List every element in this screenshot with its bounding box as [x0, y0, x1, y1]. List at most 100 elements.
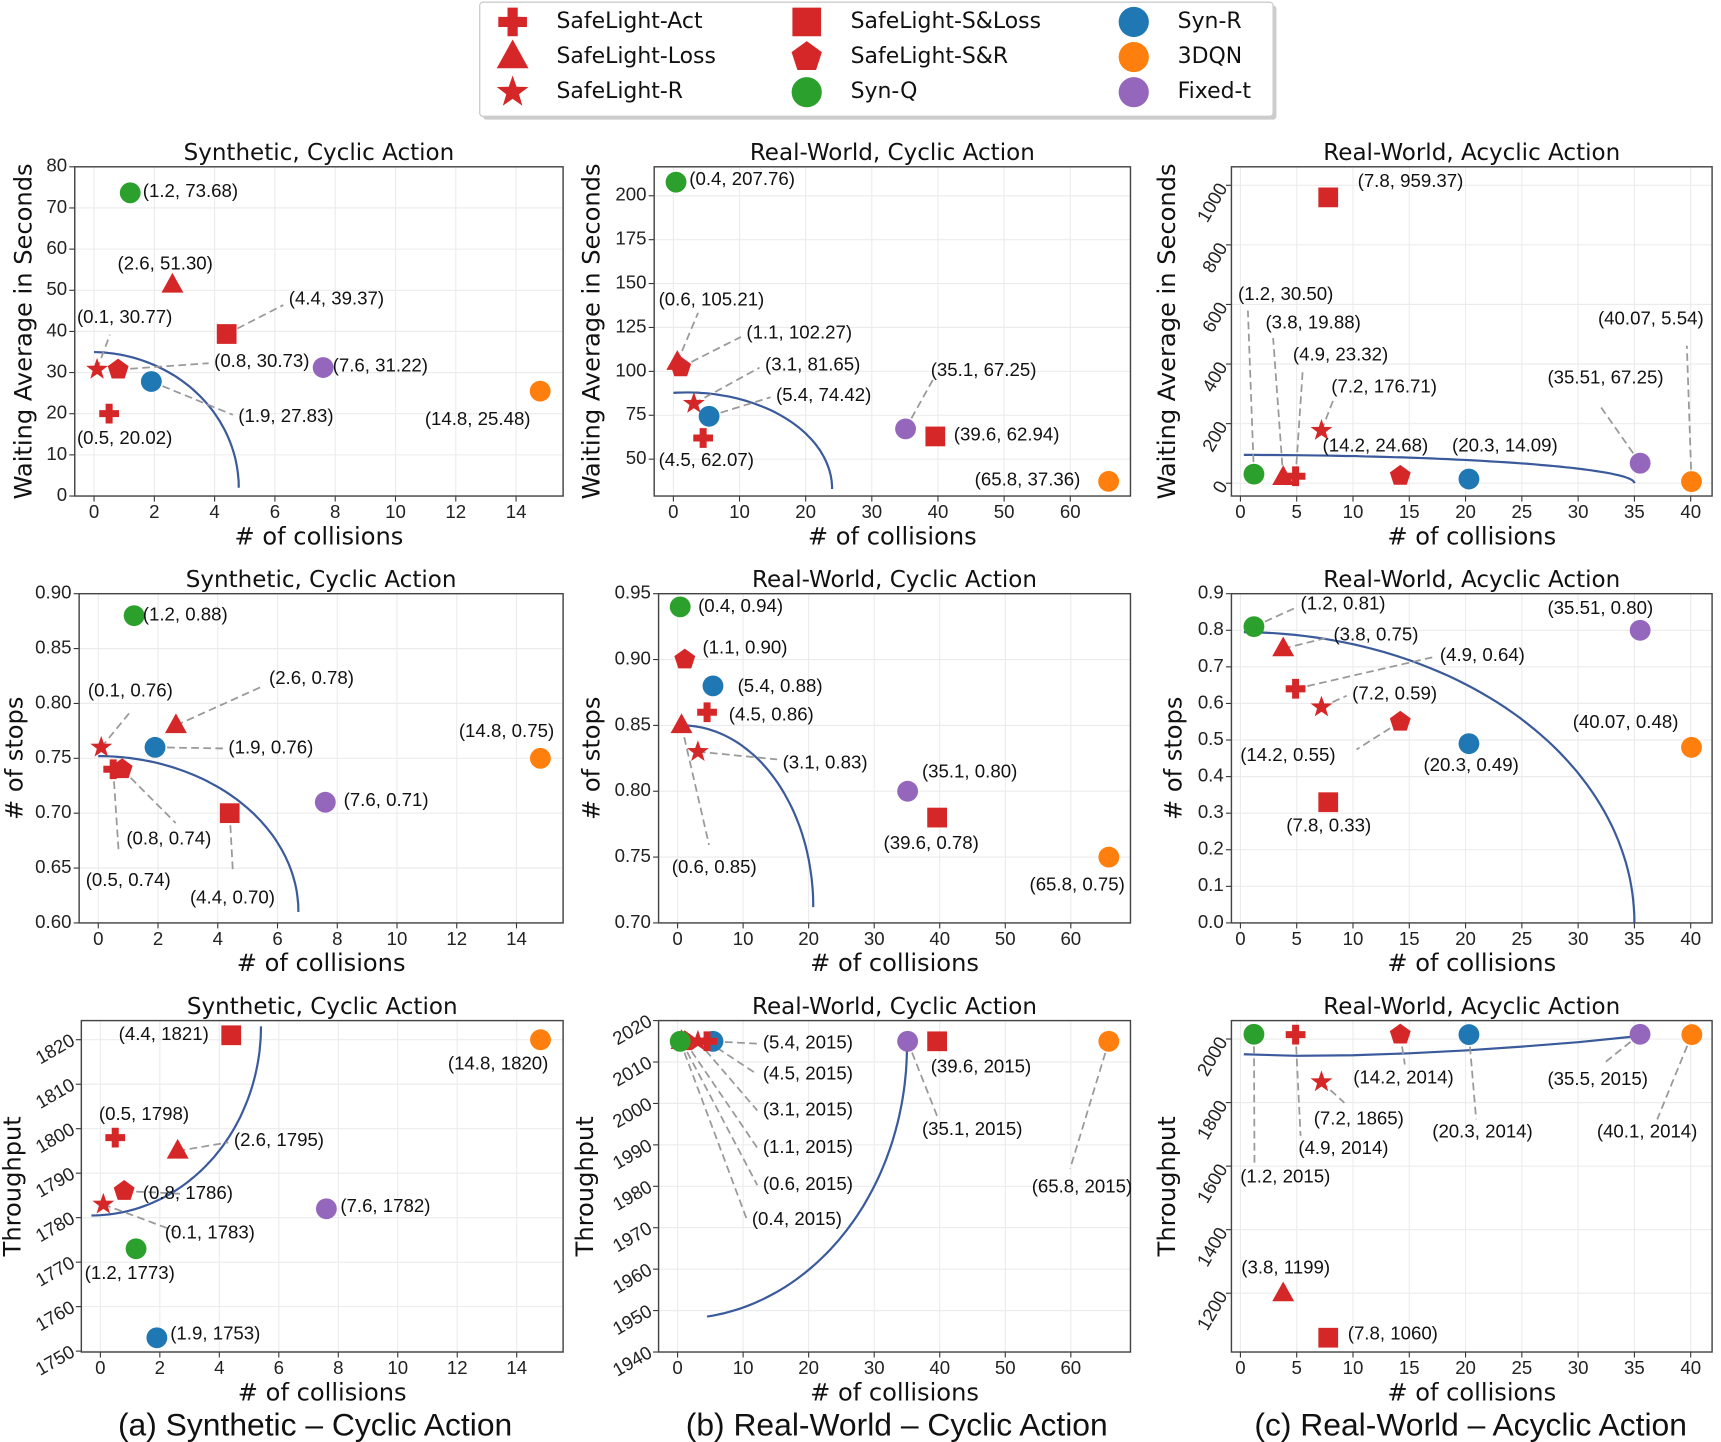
point-label-safelight-r: (0.1, 30.77) — [77, 306, 172, 327]
point-label-safelight-r: (7.2, 1865) — [1314, 1107, 1404, 1128]
point-safelight-act — [697, 702, 717, 723]
point-fixed-t — [312, 357, 334, 378]
point-label-safelight-s-and-loss: (4.4, 39.37) — [289, 288, 384, 309]
point-safelight-s-and-loss — [927, 1031, 947, 1052]
annotation-leader — [112, 769, 120, 852]
x-tick-label: 0 — [93, 928, 103, 949]
annotation-leader — [676, 312, 699, 363]
y-tick-label: 0.85 — [35, 636, 71, 657]
x-axis-label: # of collisions — [238, 1378, 407, 1406]
point-fixed-t — [897, 1030, 919, 1052]
point-syn-q — [665, 171, 687, 193]
frontier-curve — [94, 350, 240, 488]
point-syn-q — [1243, 1023, 1265, 1045]
panel-7: 0 2 4 6 8 10 12 14 1750 1760 1770 1780 1790 1800 1810 1… — [0, 994, 564, 1406]
point-label-safelight-s-and-loss: (4.4, 0.70) — [190, 887, 275, 908]
annotation-leader — [1294, 369, 1304, 477]
point-safelight-act — [1285, 1024, 1306, 1045]
point-label-safelight-loss: (0.6, 0.85) — [672, 856, 757, 877]
point-label-fixed-t: (35.1, 2015) — [922, 1118, 1023, 1139]
point-label-syn-r: (20.3, 2014) — [1432, 1120, 1533, 1141]
point-label-safelight-r: (7.2, 176.71) — [1331, 375, 1437, 396]
point-safelight-act — [693, 428, 714, 448]
x-tick-label: 15 — [1399, 928, 1420, 949]
point-safelight-loss — [1272, 465, 1295, 485]
annotation-leader — [150, 380, 234, 416]
point-fixed-t — [895, 418, 916, 440]
point-label-syn-q: (1.2, 2015) — [1240, 1165, 1330, 1186]
panel-title: Synthetic, Cyclic Action — [186, 567, 457, 593]
y-tick-label: 0.60 — [35, 911, 71, 932]
plot-frame — [657, 1019, 1132, 1353]
panel-2: 0 10 20 30 40 50 60 50 75 100 125 150 175 200 Real-Wor… — [578, 140, 1132, 550]
y-tick-label: 50 — [626, 447, 647, 468]
y-axis-label: # of stops — [0, 697, 28, 820]
panel-4: 0 2 4 6 8 10 12 14 0.60 0.65 0.70 0.75 0.80 0.85 0.90 S… — [0, 567, 564, 977]
point-3dqn — [529, 380, 551, 402]
point-3dqn — [1681, 736, 1702, 758]
frontier-curve — [706, 1045, 909, 1318]
point-label-safelight-s-and-r: (14.2, 24.68) — [1323, 435, 1429, 456]
point-syn-q — [125, 1238, 147, 1260]
frontier-curve — [98, 755, 300, 912]
annotation-leader — [697, 750, 778, 761]
y-tick-label: 0.2 — [1198, 838, 1224, 859]
point-label-safelight-r: (7.2, 0.59) — [1352, 683, 1437, 704]
legend-box — [479, 1, 1274, 117]
x-tick-label: 4 — [209, 501, 219, 522]
point-safelight-s-and-loss — [927, 807, 947, 828]
x-tick-label: 0 — [95, 1357, 105, 1378]
y-tick-label: 1760 — [32, 1296, 78, 1335]
y-axis-label: # of stops — [578, 697, 606, 820]
panel-title: Real-World, Acyclic Action — [1323, 994, 1620, 1020]
point-safelight-r — [90, 735, 113, 757]
point-safelight-s-and-loss — [216, 324, 237, 344]
panel-6: 0 5 10 15 20 25 30 35 40 0.0 0.1 0.2 0.3 0.4 0.5 0.6 0.7… — [1159, 567, 1713, 977]
point-label-safelight-s-and-r: (0.8, 30.73) — [214, 350, 309, 371]
y-tick-label: 1400 — [1193, 1224, 1232, 1270]
legend-marker-safelight-r-star-icon — [496, 75, 529, 106]
point-3dqn — [1098, 470, 1120, 492]
legend-marker-safelight-s-and-loss-square-icon — [792, 7, 822, 37]
annotation-leader — [228, 813, 234, 871]
y-tick-label: 0.5 — [1198, 728, 1224, 749]
point-fixed-t — [315, 1198, 337, 1220]
x-tick-label: 0 — [668, 501, 678, 522]
x-tick-label: 0 — [672, 1357, 682, 1378]
annotation-leader — [100, 709, 133, 748]
caption-c: (c) Real-World – Acyclic Action — [1254, 1406, 1687, 1442]
annotation-leader — [904, 379, 934, 430]
x-tick-label: 5 — [1292, 501, 1302, 522]
annotation-leader — [708, 396, 771, 418]
point-label-safelight-loss: (2.6, 1795) — [234, 1129, 324, 1150]
x-tick-label: 12 — [447, 1357, 468, 1378]
x-tick-label: 0 — [1235, 501, 1245, 522]
y-tick-label: 1800 — [1193, 1097, 1232, 1143]
y-tick-label: 0.4 — [1198, 765, 1224, 786]
point-label-safelight-r: (0.1, 1783) — [165, 1221, 255, 1242]
y-tick-label: 0.8 — [1198, 618, 1224, 639]
y-tick-label: 0.80 — [615, 779, 651, 800]
y-tick-label: 2020 — [609, 1010, 655, 1049]
point-label-safelight-r: (0.1, 0.76) — [88, 679, 173, 700]
x-tick-label: 14 — [506, 928, 527, 949]
point-label-syn-r: (1.9, 1753) — [170, 1322, 260, 1343]
point-syn-q — [669, 596, 691, 618]
legend-label-syn-q: Syn-Q — [851, 79, 918, 104]
y-tick-label: 1780 — [32, 1207, 78, 1246]
point-safelight-s-and-r — [1389, 464, 1411, 485]
annotation-leader — [1601, 1033, 1641, 1066]
point-syn-q — [119, 182, 141, 204]
legend-label-safelight-loss: SafeLight-Loss — [557, 44, 716, 69]
point-label-3dqn: (14.8, 25.48) — [425, 408, 531, 429]
annotation-leader — [175, 685, 264, 727]
x-tick-label: 2 — [155, 1357, 165, 1378]
annotation-leader — [118, 362, 209, 371]
x-tick-label: 40 — [929, 1357, 950, 1378]
point-label-fixed-t: (7.6, 1782) — [340, 1195, 430, 1216]
legend-label-safelight-r: SafeLight-R — [557, 79, 684, 104]
point-fixed-t — [1629, 619, 1651, 641]
x-axis-label: # of collisions — [237, 949, 406, 977]
frontier-curve — [673, 391, 834, 490]
